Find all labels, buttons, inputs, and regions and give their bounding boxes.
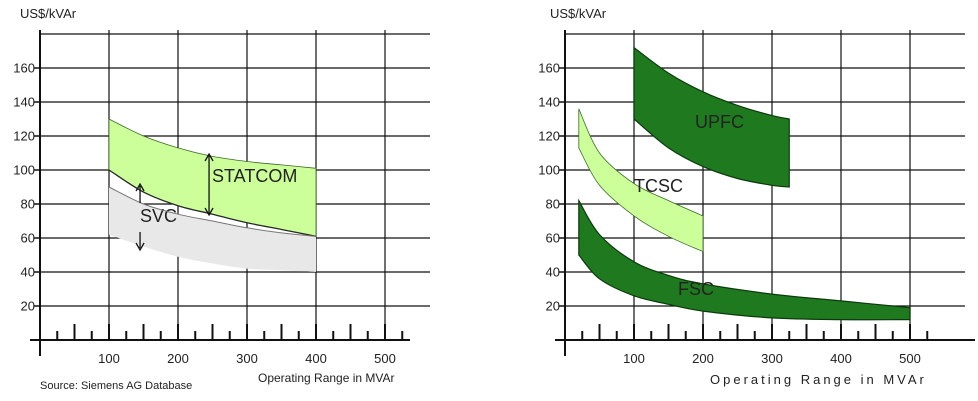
chart-panel-1: SVC STATCOM 100 200 300 400 500 20 40 60 80 100 120 1… xyxy=(13,6,430,385)
y-tick-label: 100 xyxy=(13,163,35,178)
grid xyxy=(40,30,430,340)
y-tick-label: 60 xyxy=(546,231,560,246)
band-tcsc xyxy=(578,108,704,253)
y-tick-label: 160 xyxy=(538,61,560,76)
y-axis-label: US$/kVAr xyxy=(20,6,77,21)
band-svc xyxy=(109,187,316,272)
y-tick-label: 20 xyxy=(21,299,35,314)
x-tick-label: 100 xyxy=(623,351,645,366)
svc-arrow-head-up xyxy=(135,182,145,192)
series-label-statcom: STATCOM xyxy=(212,166,297,186)
x-tick-label: 200 xyxy=(692,351,714,366)
statcom-arrow-head-up xyxy=(204,152,214,162)
source-note: Source: Siemens AG Database xyxy=(40,380,193,392)
x-axis-label: Operating Range in MVAr xyxy=(710,372,927,387)
statcom-arrow-head-down xyxy=(204,207,214,217)
y-tick-label: 20 xyxy=(546,299,560,314)
statcom-lower-line xyxy=(108,169,317,237)
y-axis-label: US$/kVAr xyxy=(550,6,607,21)
series-label-tcsc: TCSC xyxy=(634,176,683,196)
y-tick-label: 140 xyxy=(13,95,35,110)
y-tick-label: 160 xyxy=(13,61,35,76)
y-tick-label: 120 xyxy=(13,129,35,144)
series-label-svc: SVC xyxy=(140,206,177,226)
y-tick-label: 80 xyxy=(21,197,35,212)
y-tick-label: 140 xyxy=(538,95,560,110)
x-tick-label: 300 xyxy=(236,351,258,366)
x-tick-label: 500 xyxy=(374,351,396,366)
x-axis-label: Operating Range in MVAr xyxy=(258,371,395,385)
band-fsc xyxy=(578,198,911,321)
x-tick-label: 400 xyxy=(830,351,852,366)
y-tick-label: 60 xyxy=(21,231,35,246)
x-tick-label: 200 xyxy=(167,351,189,366)
svc-arrow-head-down xyxy=(135,242,145,252)
band-upfc xyxy=(633,46,790,188)
series-label-fsc: FSC xyxy=(678,279,714,299)
y-tick-label: 40 xyxy=(546,265,560,280)
svc-upper-line xyxy=(108,186,317,237)
y-tick-label: 120 xyxy=(538,129,560,144)
y-tick-label: 100 xyxy=(538,163,560,178)
chart-panel-2: UPFC TCSC FSC 100 200 300 400 500 20 40 60 80 100 120… xyxy=(538,6,975,387)
x-tick-label: 300 xyxy=(761,351,783,366)
y-tick-label: 80 xyxy=(546,197,560,212)
x-tick-label: 100 xyxy=(98,351,120,366)
x-tick-label: 500 xyxy=(899,351,921,366)
y-tick-label: 40 xyxy=(21,265,35,280)
series-label-upfc: UPFC xyxy=(695,112,744,132)
x-tick-label: 400 xyxy=(305,351,327,366)
